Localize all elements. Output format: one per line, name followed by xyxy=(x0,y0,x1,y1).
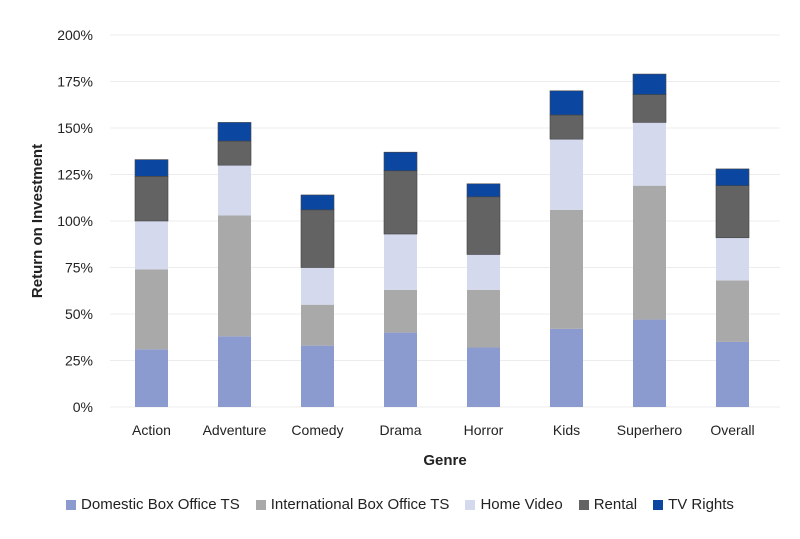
legend-item: Rental xyxy=(578,496,638,513)
bar-segment-action-tv-rights xyxy=(134,159,169,177)
legend-item: Domestic Box Office TS xyxy=(66,496,240,513)
legend-swatch xyxy=(578,499,589,510)
legend: Domestic Box Office TS International Box … xyxy=(0,496,800,513)
bar-segment-drama-home-video xyxy=(384,234,417,290)
bar-segment-comedy-home-video xyxy=(301,267,334,305)
bar-segment-overall-rental xyxy=(715,185,750,239)
bar-segment-horror-rental xyxy=(466,196,501,255)
legend-swatch xyxy=(653,499,664,510)
legend-item: International Box Office TS xyxy=(255,496,450,513)
y-tick-label: 100% xyxy=(57,213,93,229)
bar-segment-kids-international-box-office-ts xyxy=(550,209,583,329)
bar-segment-superhero-rental xyxy=(632,94,667,123)
bar-segment-overall-domestic-box-office-ts xyxy=(716,341,749,407)
bar-segment-adventure-home-video xyxy=(218,165,251,216)
y-tick-label: 75% xyxy=(65,260,93,276)
x-tick-label: Comedy xyxy=(291,422,343,438)
x-tick-label: Drama xyxy=(379,422,421,438)
bar-segment-adventure-domestic-box-office-ts xyxy=(218,336,251,407)
x-tick-label: Action xyxy=(132,422,171,438)
bar-segment-comedy-international-box-office-ts xyxy=(301,304,334,346)
bar-segment-overall-tv-rights xyxy=(715,168,750,186)
bar-segment-superhero-tv-rights xyxy=(632,73,667,95)
bar-segment-comedy-tv-rights xyxy=(300,194,335,211)
bar-segment-overall-home-video xyxy=(716,237,749,281)
legend-swatch xyxy=(255,499,266,510)
legend-label: International Box Office TS xyxy=(270,496,450,513)
bar-segment-comedy-rental xyxy=(300,209,335,268)
bar-segment-kids-domestic-box-office-ts xyxy=(550,328,583,407)
bar-segment-superhero-home-video xyxy=(633,122,666,186)
bar-segment-kids-tv-rights xyxy=(549,90,584,116)
legend-label: Home Video xyxy=(480,496,563,513)
bar-segment-superhero-domestic-box-office-ts xyxy=(633,319,666,407)
y-tick-label: 0% xyxy=(73,399,93,415)
legend-swatch xyxy=(465,499,476,510)
legend-item: TV Rights xyxy=(653,496,734,513)
y-tick-label: 50% xyxy=(65,306,93,322)
bar-segment-drama-domestic-box-office-ts xyxy=(384,332,417,407)
legend-label: Rental xyxy=(593,496,638,513)
bar-segment-adventure-international-box-office-ts xyxy=(218,215,251,337)
bar-segment-kids-rental xyxy=(549,114,584,140)
x-tick-label: Kids xyxy=(553,422,580,438)
legend-swatch xyxy=(66,499,77,510)
x-tick-label: Superhero xyxy=(617,422,683,438)
bar-segment-drama-tv-rights xyxy=(383,151,418,172)
y-tick-label: 200% xyxy=(57,27,93,43)
bar-segment-superhero-international-box-office-ts xyxy=(633,185,666,320)
y-tick-label: 25% xyxy=(65,353,93,369)
bar-segment-drama-rental xyxy=(383,170,418,235)
y-tick-label: 175% xyxy=(57,74,93,90)
bar-segment-action-international-box-office-ts xyxy=(135,269,168,350)
y-tick-label: 150% xyxy=(57,120,93,136)
bar-segment-horror-international-box-office-ts xyxy=(467,289,500,348)
bar-segment-kids-home-video xyxy=(550,139,583,210)
legend-label: TV Rights xyxy=(668,496,734,513)
x-axis-label: Genre xyxy=(423,452,466,469)
legend-label: Domestic Box Office TS xyxy=(81,496,240,513)
bar-segment-action-home-video xyxy=(135,221,168,270)
bar-segment-adventure-rental xyxy=(217,140,252,166)
bar-segment-drama-international-box-office-ts xyxy=(384,289,417,333)
stacked-bar-chart: 0% 25% 50% 75% 100% 125% 150% 175% 200% Action Ad… xyxy=(29,27,780,469)
bar-segment-action-rental xyxy=(134,176,169,222)
bar-segment-horror-domestic-box-office-ts xyxy=(467,347,500,407)
bar-segment-action-domestic-box-office-ts xyxy=(135,349,168,407)
x-tick-label: Horror xyxy=(464,422,504,438)
bar-segment-horror-home-video xyxy=(467,254,500,290)
x-tick-label: Overall xyxy=(710,422,754,438)
x-tick-label: Adventure xyxy=(203,422,267,438)
y-axis-label: Return on Investment xyxy=(29,144,46,298)
bar-segment-adventure-tv-rights xyxy=(217,122,252,142)
bar-segment-comedy-domestic-box-office-ts xyxy=(301,345,334,407)
y-tick-label: 125% xyxy=(57,167,93,183)
bar-segment-overall-international-box-office-ts xyxy=(716,280,749,342)
bar-segment-horror-tv-rights xyxy=(466,183,501,198)
legend-item: Home Video xyxy=(465,496,563,513)
